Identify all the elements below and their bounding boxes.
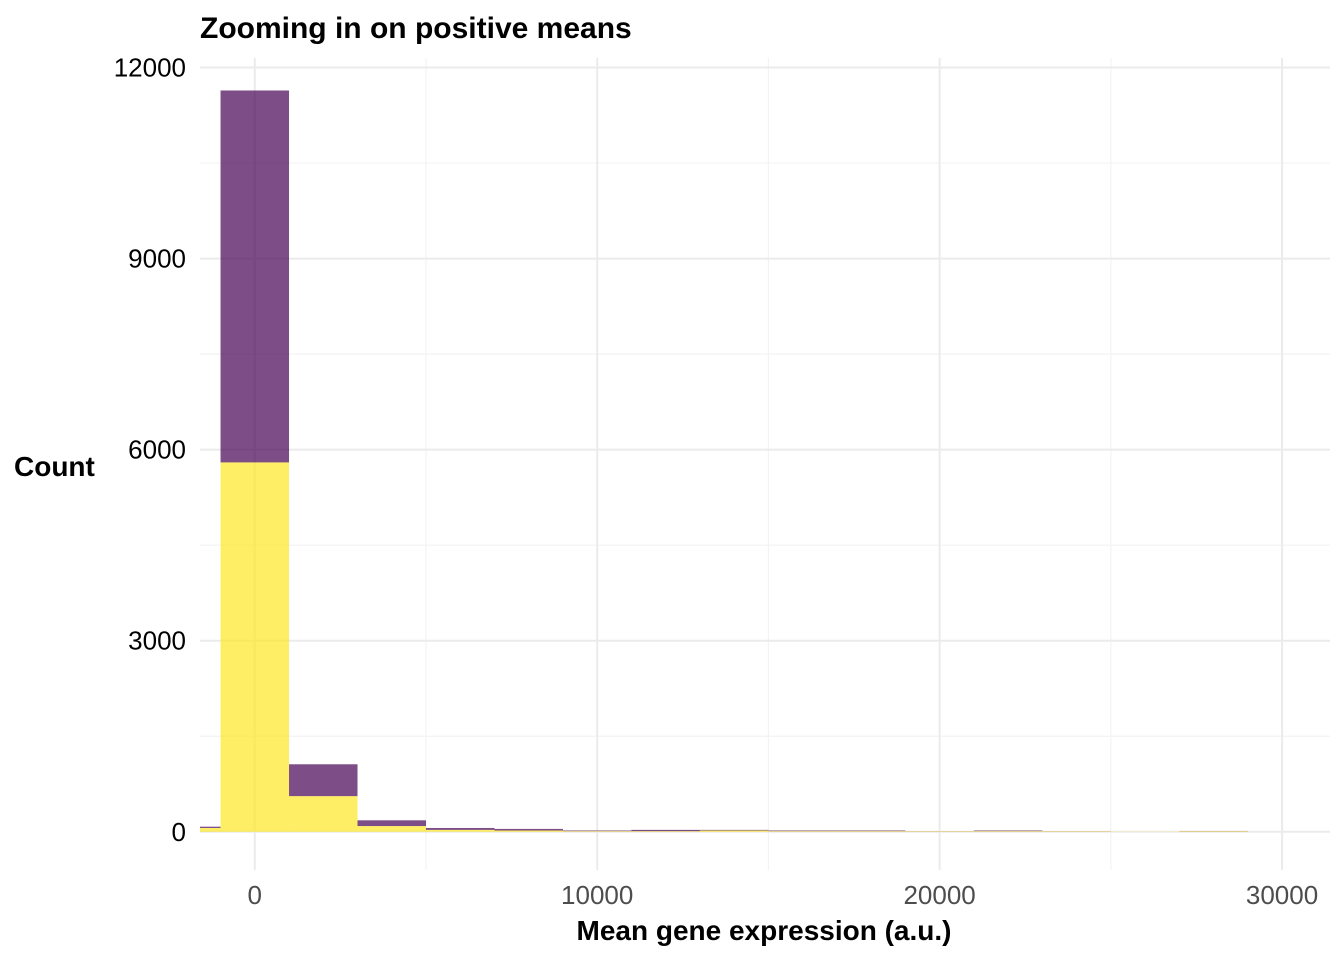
- histogram-bar-top: [357, 820, 426, 827]
- histogram-bar-bottom: [973, 831, 1043, 832]
- histogram-bar-bottom: [562, 831, 632, 832]
- histogram-bar-bottom: [699, 830, 769, 832]
- histogram-bar-top: [768, 830, 837, 832]
- histogram-bar-bottom: [905, 831, 974, 832]
- histogram-bar-top: [426, 827, 495, 830]
- histogram-bar-top: [562, 830, 632, 832]
- x-axis-label: Mean gene expression (a.u.): [577, 915, 952, 946]
- bars-layer: [200, 90, 1248, 832]
- histogram-bar-bottom: [1042, 831, 1111, 832]
- y-tick-labels: 0 3000 6000 9000 12000: [114, 53, 186, 847]
- histogram-bar-bottom: [1179, 831, 1248, 832]
- histogram-bar-bottom: [768, 831, 837, 832]
- histogram-bar-bottom: [220, 462, 290, 832]
- histogram-bar-top: [699, 829, 769, 831]
- histogram-bar-top: [836, 830, 906, 832]
- histogram-bar-top: [631, 829, 700, 832]
- y-tick-label: 0: [172, 817, 186, 847]
- histogram-bar-top: [220, 90, 290, 463]
- chart-title: Zooming in on positive means: [200, 12, 632, 45]
- y-axis-label: Count: [14, 451, 95, 482]
- histogram-bar-bottom: [289, 796, 358, 832]
- x-tick-label: 0: [248, 880, 262, 910]
- histogram-bar-top: [200, 826, 221, 828]
- histogram-bar-bottom: [200, 827, 221, 832]
- y-tick-label: 6000: [128, 435, 186, 465]
- histogram-bar-bottom: [357, 826, 426, 832]
- y-tick-label: 12000: [114, 53, 186, 83]
- histogram-bar-top: [289, 764, 358, 797]
- x-tick-label: 20000: [903, 880, 975, 910]
- grid-layer: [200, 58, 1330, 870]
- histogram-bar-bottom: [631, 831, 700, 832]
- x-tick-labels: 0 10000 20000 30000: [248, 880, 1319, 910]
- y-tick-label: 9000: [128, 244, 186, 274]
- x-tick-label: 30000: [1246, 880, 1318, 910]
- x-tick-label: 10000: [561, 880, 633, 910]
- histogram-bar-bottom: [494, 830, 563, 832]
- histogram-bar-top: [494, 828, 563, 831]
- histogram-bar-top: [973, 830, 1043, 832]
- histogram-bar-bottom: [426, 829, 495, 832]
- y-tick-label: 3000: [128, 626, 186, 656]
- histogram-bar-bottom: [836, 831, 906, 832]
